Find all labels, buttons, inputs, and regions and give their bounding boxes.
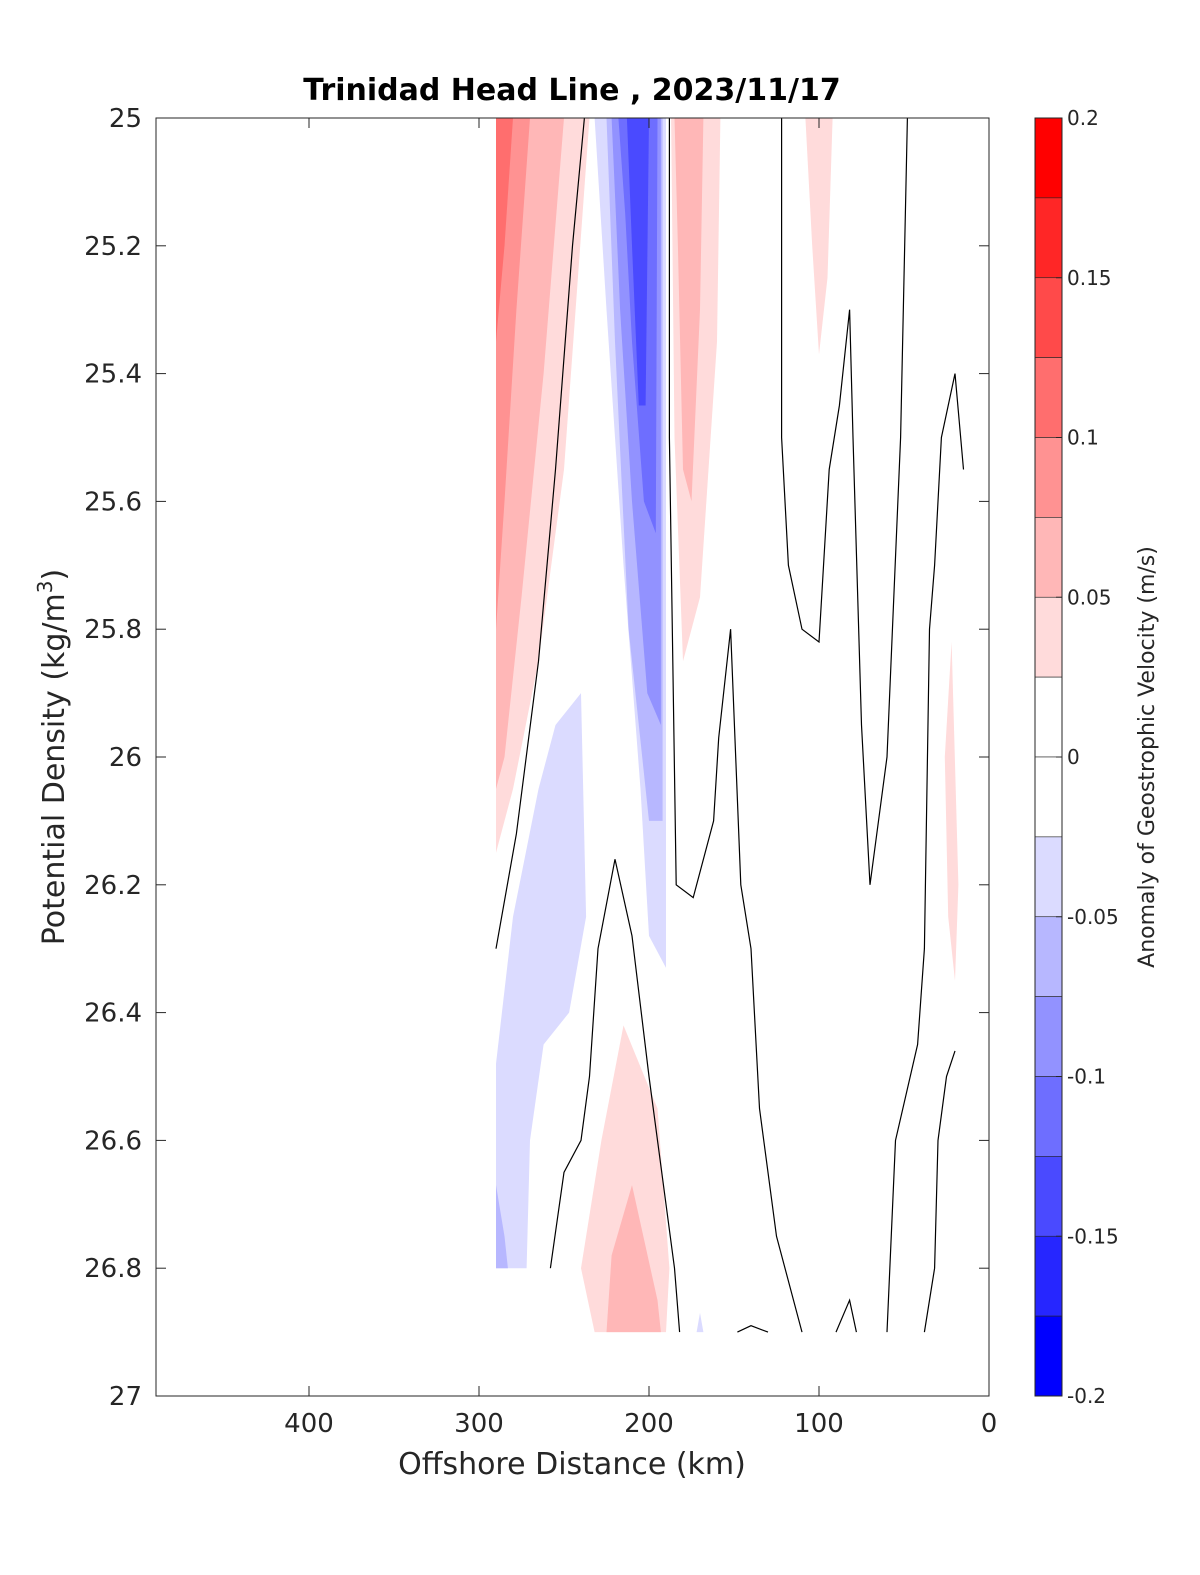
y-tick-label: 26.4 [84,999,142,1029]
filled-region-neg-lower-west-core [496,1185,508,1269]
contour-line-zero-contour-5 [886,373,965,1333]
y-tick-label: 26 [109,743,142,773]
colorbar-level [1034,756,1063,838]
colorbar-level [1034,916,1063,997]
y-ticks: 25 25.2 25.4 25.6 25.8 26 26.2 26.4 26.6 26.8 27 [84,104,989,1412]
x-tick-label: 100 [794,1409,844,1439]
colorbar-tick-label: 0.1 [1067,426,1099,450]
colorbar-level [1034,437,1063,518]
x-tick-label: 400 [284,1409,334,1439]
filled-region-pos-core-west [496,118,513,342]
x-tick-label: 200 [624,1409,674,1439]
plot-area: 400 300 200 100 0 25 25.2 25.4 25.6 25.8 26 26.2 26… [84,104,997,1439]
filled-region-pos-far-east [944,642,959,981]
chart-title: Trinidad Head Line , 2023/11/17 [303,73,840,108]
y-tick-label: 25.8 [84,615,142,645]
colorbar-tick-label: 0.2 [1067,106,1099,130]
filled-region-pos-top-east [805,118,833,355]
colorbar-level [1034,197,1063,279]
colorbar-level [1034,836,1063,918]
y-axis-label-main: Potential Density (kg/m [37,593,72,945]
filled-region-pos-lower-central-inner [606,1185,661,1333]
filled-region-neg-lower-west [496,693,587,1269]
x-tick-label: 0 [981,1409,998,1439]
y-tick-label: 27 [109,1382,142,1412]
x-axis-label: Offshore Distance (km) [398,1447,746,1482]
contour-line-zero-contour-1 [495,117,585,949]
colorbar-label: Anomaly of Geostrophic Velocity (m/s) [1135,546,1160,968]
colorbar-tick-label: -0.05 [1067,905,1119,929]
colorbar-ticks: 0.2 0.15 0.1 0.05 0 -0.05 -0.1 -0.15 -0.2 [1056,106,1119,1408]
y-axis-label-end: ) [37,569,72,581]
colorbar-level [1034,517,1063,598]
colorbar-level [1034,596,1063,678]
filled-region-pos-mid-east [674,118,704,502]
colorbar-level [1034,676,1063,758]
colorbar-levels [1034,117,1063,1397]
colorbar: 0.2 0.15 0.1 0.05 0 -0.05 -0.1 -0.15 -0.2 Anomal… [1034,106,1160,1408]
x-tick-label: 300 [454,1409,504,1439]
contour-line-zero-contour-3 [549,859,681,1333]
colorbar-tick-label: -0.1 [1067,1065,1106,1089]
colorbar-level [1034,117,1063,199]
y-tick-label: 25.4 [84,360,142,390]
colorbar-level [1034,1315,1063,1397]
filled-contours [496,118,959,1333]
x-ticks: 400 300 200 100 0 [284,118,997,1439]
colorbar-level [1034,277,1063,358]
contour-line-zero-contour-4 [780,117,908,885]
y-axis-label-sup: 3 [33,580,57,593]
colorbar-level [1034,357,1063,438]
colorbar-tick-label: 0 [1067,745,1080,769]
y-axis-label: Potential Density (kg/m3) [33,569,72,945]
colorbar-tick-label: 0.05 [1067,585,1112,609]
contour-line-zero-contour-2 [668,118,803,1333]
contour-line-zero-contour-6 [923,1050,956,1333]
colorbar-level [1034,996,1063,1077]
y-tick-label: 25 [109,104,142,134]
colorbar-tick-label: -0.2 [1067,1384,1106,1408]
filled-region-neg-bottom-speck [696,1312,704,1333]
y-tick-label: 25.2 [84,232,142,262]
colorbar-level [1034,1235,1063,1317]
contour-line-zero-contour-8 [737,1325,769,1333]
contour-lines [495,117,965,1333]
y-tick-label: 25.6 [84,487,142,517]
contour-line-zero-contour-7 [835,1298,857,1333]
y-tick-label: 26.2 [84,871,142,901]
colorbar-level [1034,1076,1063,1157]
colorbar-level [1034,1156,1063,1237]
colorbar-tick-label: 0.15 [1067,266,1112,290]
y-tick-label: 26.8 [84,1254,142,1284]
colorbar-tick-label: -0.15 [1067,1224,1119,1248]
filled-region-neg-peak-central [626,118,649,406]
y-tick-label: 26.6 [84,1126,142,1156]
